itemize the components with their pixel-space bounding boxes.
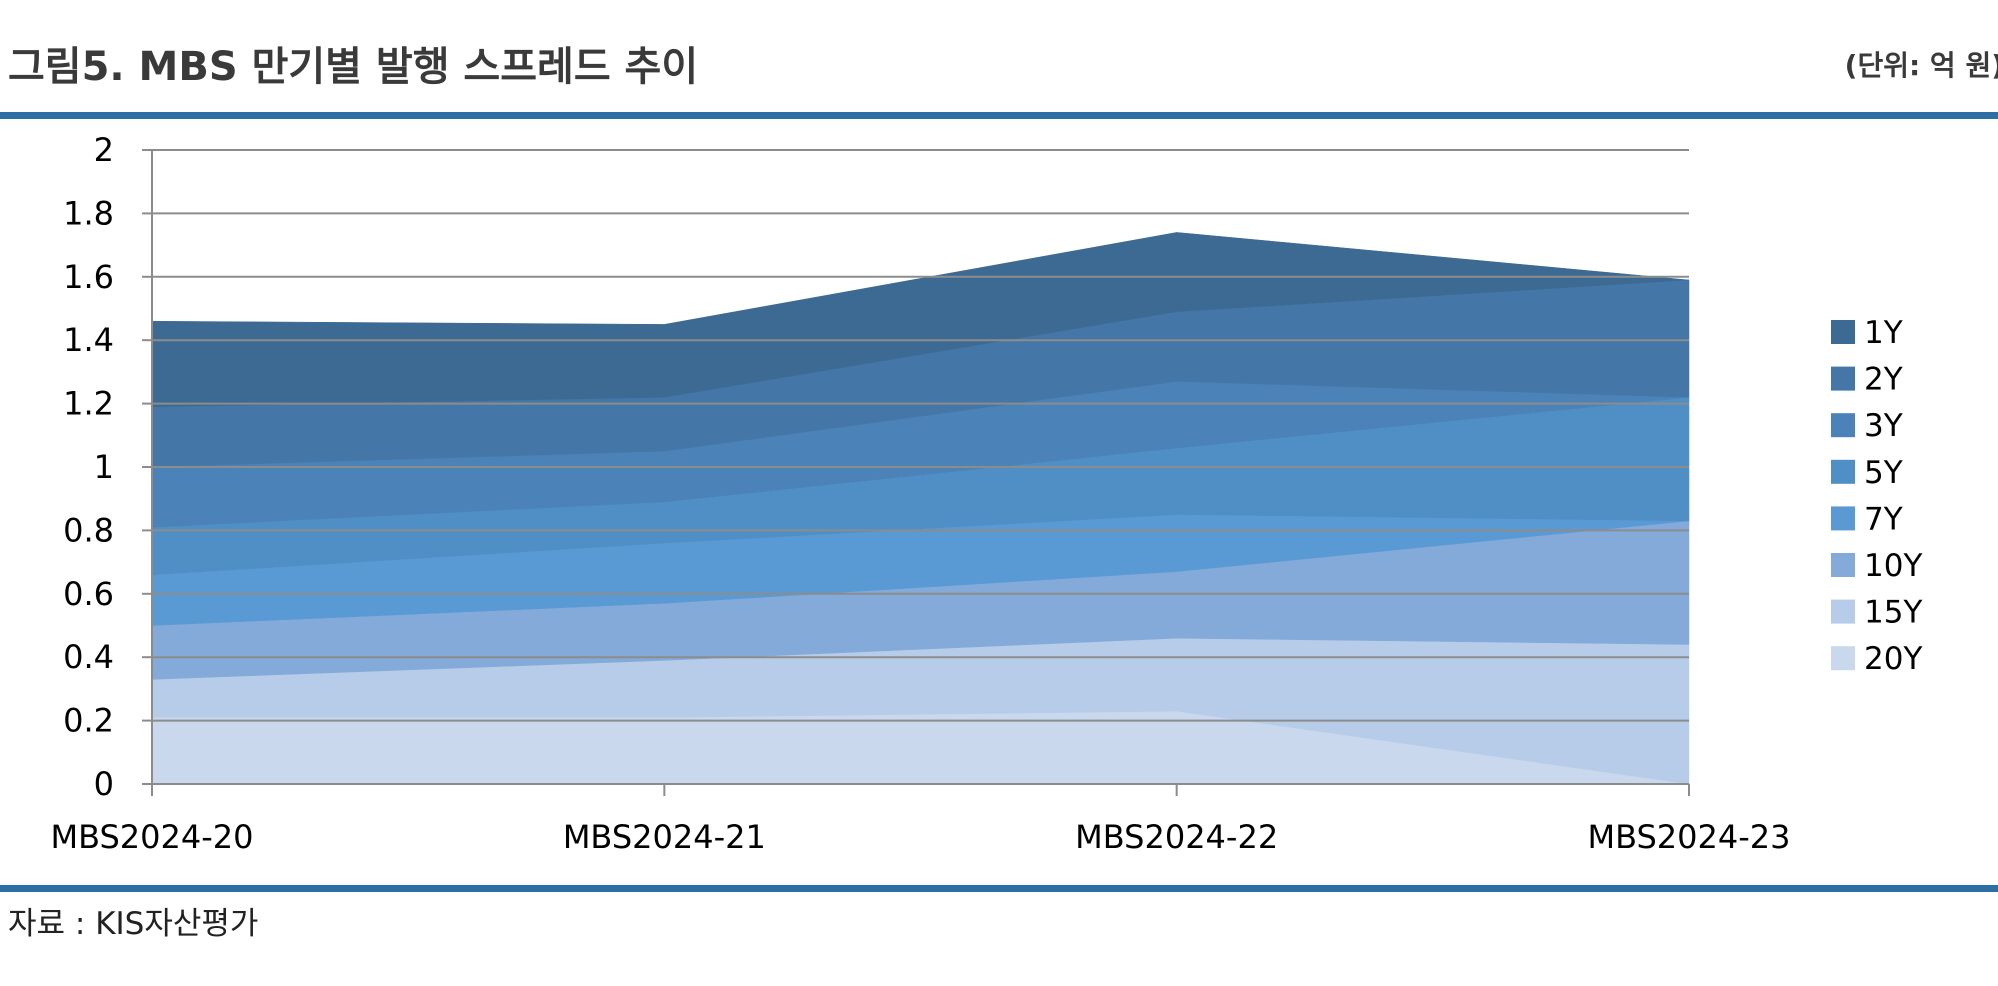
axes xyxy=(142,149,1690,796)
legend-swatch-15Y xyxy=(1831,599,1855,624)
x-axis-ticks: MBS2024-20 MBS2024-21 MBS2024-22 MBS2024-23 xyxy=(50,818,1790,856)
legend-label-3Y: 3Y xyxy=(1864,408,1903,444)
source-note: 자료 : KIS자산평가 xyxy=(8,906,259,942)
x-tick-label: MBS2024-22 xyxy=(1075,818,1278,856)
x-tick-label: MBS2024-23 xyxy=(1587,818,1790,856)
y-tick-label: 0 xyxy=(94,765,114,803)
legend-swatch-5Y xyxy=(1831,459,1855,484)
y-tick-label: 1.4 xyxy=(63,321,114,359)
legend-label-15Y: 15Y xyxy=(1864,595,1922,631)
y-tick-label: 0.6 xyxy=(63,575,114,613)
legend-label-10Y: 10Y xyxy=(1864,548,1922,584)
legend-swatch-2Y xyxy=(1831,366,1855,391)
legend: 1Y 2Y 3Y 5Y 7Y 10Y 15Y 20Y xyxy=(1831,315,1922,677)
bottom-rule xyxy=(0,885,1998,892)
y-tick-label: 0.2 xyxy=(63,702,114,740)
gridlines xyxy=(152,149,1689,722)
legend-swatch-3Y xyxy=(1831,413,1855,438)
legend-label-20Y: 20Y xyxy=(1864,641,1922,677)
x-tick-label: MBS2024-20 xyxy=(50,818,253,856)
legend-label-2Y: 2Y xyxy=(1864,362,1903,398)
area-layers xyxy=(151,232,1690,785)
chart-title: 그림5. MBS 만기별 발행 스프레드 추이 xyxy=(8,44,699,90)
y-tick-label: 1.8 xyxy=(63,194,114,232)
top-rule xyxy=(0,112,1998,119)
legend-swatch-7Y xyxy=(1831,506,1855,531)
y-tick-label: 0.8 xyxy=(63,511,114,549)
y-tick-label: 0.4 xyxy=(63,638,114,676)
y-tick-label: 1 xyxy=(94,448,114,486)
legend-swatch-1Y xyxy=(1831,320,1855,344)
x-tick-label: MBS2024-21 xyxy=(563,818,766,856)
unit-label: (단위: 억 원) xyxy=(1844,49,1998,82)
y-tick-label: 1.2 xyxy=(63,385,114,423)
y-tick-label: 2 xyxy=(94,131,114,169)
legend-label-7Y: 7Y xyxy=(1864,501,1903,537)
legend-label-5Y: 5Y xyxy=(1864,455,1903,491)
legend-swatch-20Y xyxy=(1831,646,1855,671)
y-axis-ticks: 0 0.2 0.4 0.6 0.8 1 1.2 1.4 1.6 1.8 2 xyxy=(63,131,114,803)
y-tick-label: 1.6 xyxy=(63,258,114,296)
legend-swatch-10Y xyxy=(1831,553,1855,577)
legend-label-1Y: 1Y xyxy=(1864,315,1903,351)
